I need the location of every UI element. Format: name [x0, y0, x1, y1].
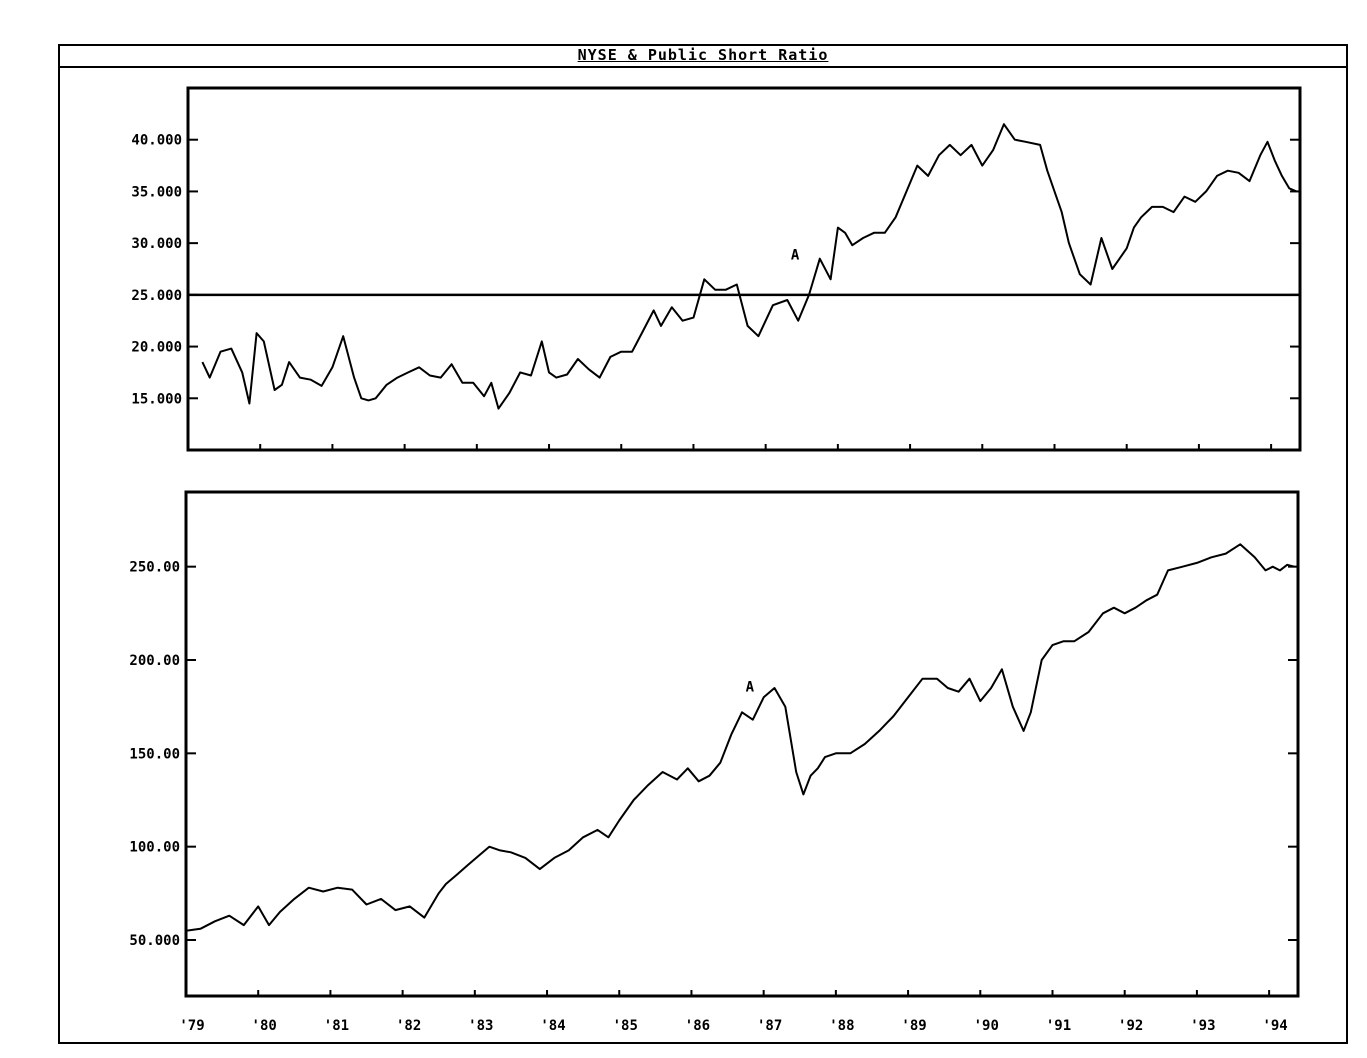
xtick-label-15: '94	[1262, 1018, 1287, 1034]
top-ytick-label-1: 20.000	[131, 340, 182, 356]
top-series-group: A	[188, 123, 1300, 410]
top-ytick-label-0: 15.000	[131, 391, 182, 407]
bottom-plot-frame	[184, 490, 1300, 998]
xtick-label-12: '91	[1046, 1018, 1071, 1034]
title-bar: NYSE & Public Short Ratio	[58, 44, 1348, 68]
xtick-label-1: '80	[252, 1018, 277, 1034]
bottom-series-group: A	[185, 543, 1295, 932]
xtick-label-13: '92	[1118, 1018, 1143, 1034]
xtick-label-10: '89	[901, 1018, 926, 1034]
bottom-y-ticks: 50.000 100.00 150.00 200.00 250.00	[129, 560, 1298, 949]
bottom-series-line	[185, 543, 1295, 932]
top-plot-frame	[186, 86, 1302, 452]
top-ytick-label-4: 35.000	[131, 184, 182, 200]
xtick-label-2: '81	[324, 1018, 349, 1034]
top-ytick-label-2: 25.000	[131, 288, 182, 304]
xtick-label-14: '93	[1190, 1018, 1215, 1034]
xtick-label-7: '86	[685, 1018, 710, 1034]
bottom-ytick-label-2: 150.00	[129, 746, 180, 762]
top-ytick-label-3: 30.000	[131, 236, 182, 252]
xtick-label-5: '84	[540, 1018, 565, 1034]
bottom-annotation: A	[746, 680, 755, 696]
bottom-ytick-label-0: 50.000	[129, 933, 180, 949]
xtick-label-11: '90	[974, 1018, 999, 1034]
bottom-ytick-label-1: 100.00	[129, 840, 180, 856]
chart-title: NYSE & Public Short Ratio	[577, 46, 829, 64]
bottom-ytick-label-4: 250.00	[129, 560, 180, 576]
xtick-label-9: '88	[829, 1018, 854, 1034]
x-axis-ticks: '79 '80 '81 '82 '83 '84 '85 '86 '87 '88 '89 '90 '91 '…	[179, 444, 1288, 1034]
xtick-label-0: '79	[179, 1018, 204, 1034]
top-series-line	[201, 123, 1297, 410]
xtick-label-6: '85	[613, 1018, 638, 1034]
xtick-label-3: '82	[396, 1018, 421, 1034]
xtick-label-8: '87	[757, 1018, 782, 1034]
top-annotation: A	[791, 248, 800, 264]
top-y-ticks: 15.000 20.000 25.000 30.000 35.000 40.000	[131, 133, 1300, 407]
bottom-ytick-label-3: 200.00	[129, 653, 180, 669]
chart-frame	[58, 44, 1348, 1044]
top-ytick-label-5: 40.000	[131, 133, 182, 149]
xtick-label-4: '83	[468, 1018, 493, 1034]
